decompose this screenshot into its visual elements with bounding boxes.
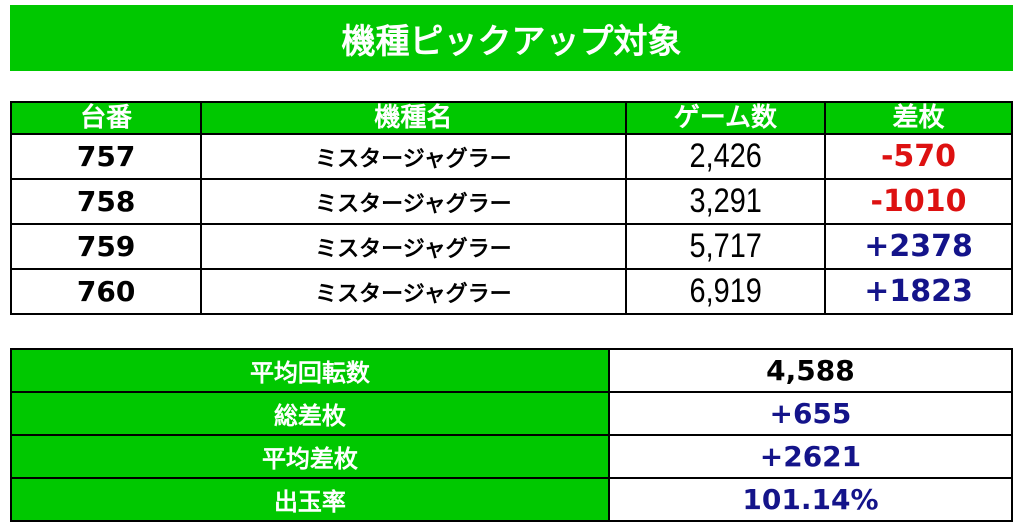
game-count: 6,919 xyxy=(639,268,811,315)
summary-value: +655 xyxy=(607,391,1014,436)
machine-name: ミスタージャグラー xyxy=(200,268,627,315)
game-count: 2,426 xyxy=(639,133,811,180)
machine-number: 760 xyxy=(9,268,203,315)
header-diff: 差枚 xyxy=(824,101,1013,135)
summary-row-average-spins: 平均回転数 4,588 xyxy=(10,348,1014,393)
machine-number: 758 xyxy=(9,178,203,225)
header-machine: 機種名 xyxy=(200,101,627,135)
summary-value: +2621 xyxy=(607,434,1014,479)
machine-name: ミスタージャグラー xyxy=(200,178,627,225)
table-header-row: 台番 機種名 ゲーム数 差枚 xyxy=(9,101,1013,135)
summary-row-average-diff: 平均差枚 +2621 xyxy=(10,434,1014,479)
summary-row-payout-rate: 出玉率 101.14% xyxy=(10,477,1014,522)
summary-value: 101.14% xyxy=(607,477,1014,522)
summary-label: 総差枚 xyxy=(10,391,610,436)
diff-value: +2378 xyxy=(824,223,1013,270)
header-number: 台番 xyxy=(9,101,203,135)
table-row: 758 ミスタージャグラー 3,291 -1010 xyxy=(9,178,1013,225)
machine-name: ミスタージャグラー xyxy=(200,223,627,270)
game-count: 5,717 xyxy=(639,223,811,270)
header-games: ゲーム数 xyxy=(624,101,827,135)
machine-name: ミスタージャグラー xyxy=(200,133,627,180)
summary-label: 出玉率 xyxy=(10,477,610,522)
table-row: 757 ミスタージャグラー 2,426 -570 xyxy=(9,133,1013,180)
diff-value: -1010 xyxy=(824,178,1013,225)
summary-label: 平均回転数 xyxy=(10,348,610,393)
summary-table: 平均回転数 4,588 総差枚 +655 平均差枚 +2621 出玉率 101.… xyxy=(10,348,1014,522)
summary-row-total-diff: 総差枚 +655 xyxy=(10,391,1014,436)
diff-value: +1823 xyxy=(824,268,1013,315)
table-row: 759 ミスタージャグラー 5,717 +2378 xyxy=(9,223,1013,270)
page-title: 機種ピックアップ対象 xyxy=(10,5,1013,71)
summary-label: 平均差枚 xyxy=(10,434,610,479)
diff-value: -570 xyxy=(824,133,1013,180)
summary-value: 4,588 xyxy=(607,348,1014,393)
table-row: 760 ミスタージャグラー 6,919 +1823 xyxy=(9,268,1013,315)
machine-number: 757 xyxy=(9,133,203,180)
machine-number: 759 xyxy=(9,223,203,270)
game-count: 3,291 xyxy=(639,178,811,225)
machine-table: 台番 機種名 ゲーム数 差枚 757 ミスタージャグラー 2,426 -570 … xyxy=(9,101,1013,315)
